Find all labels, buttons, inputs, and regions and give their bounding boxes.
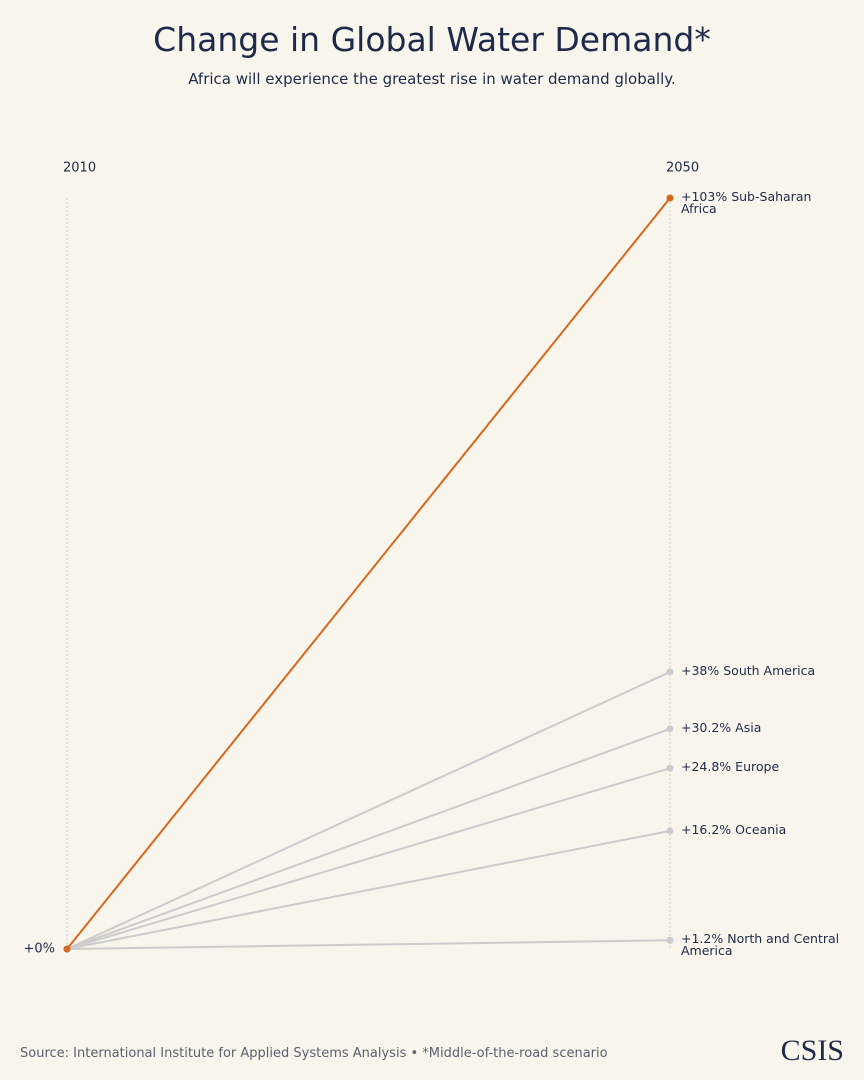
end-label: +1.2% North and Central America	[681, 931, 841, 959]
source-note: Source: International Institute for Appl…	[20, 1046, 608, 1061]
value-label: +103%	[681, 189, 728, 204]
series-label: South America	[723, 662, 816, 678]
value-label: +38%	[681, 662, 720, 678]
series-label: Asia	[735, 719, 762, 735]
x-category-label: 2010	[63, 161, 96, 176]
value-label: +1.2%	[681, 931, 724, 947]
value-label: +30.2%	[681, 719, 732, 735]
point	[666, 194, 674, 202]
series-label: Europe	[735, 759, 780, 775]
end-label: +30.2% Asia	[681, 719, 841, 735]
x-category-label: 2050	[666, 161, 699, 176]
chart-title: Change in Global Water Demand*	[153, 20, 711, 59]
series-label: Sub-Saharan Africa	[681, 189, 812, 216]
slope-line	[66, 727, 671, 950]
end-label: +38% South America	[681, 662, 841, 678]
point	[666, 827, 674, 835]
point	[666, 725, 674, 733]
end-label: +16.2% Oceania	[681, 821, 841, 837]
logo: CSIS	[780, 1034, 844, 1067]
point	[666, 936, 674, 944]
slope-line	[66, 829, 671, 950]
series-label: Oceania	[735, 821, 787, 837]
end-label: +24.8% Europe	[681, 759, 841, 775]
slope-line	[66, 671, 671, 950]
slope-line	[66, 197, 671, 950]
chart-subtitle: Africa will experience the greatest rise…	[188, 70, 676, 88]
point	[666, 764, 674, 772]
series-label: North and Central America	[681, 931, 840, 959]
value-label: +24.8%	[681, 759, 732, 775]
value-label: +16.2%	[681, 821, 732, 837]
point	[666, 668, 674, 676]
slope-line	[66, 767, 671, 950]
y-tick-label: +0%	[23, 942, 55, 957]
point	[63, 945, 71, 953]
end-label: +103% Sub-Saharan Africa	[681, 189, 841, 216]
slope-line	[66, 939, 671, 950]
